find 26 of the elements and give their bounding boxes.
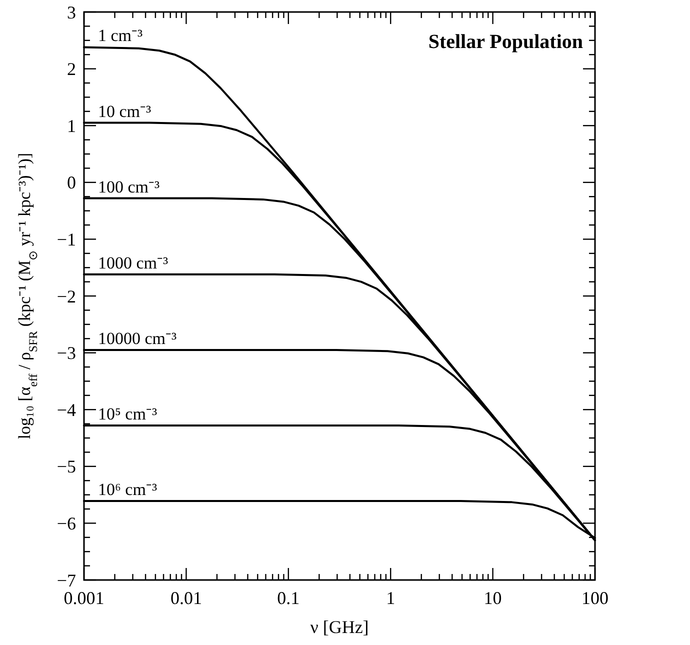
x-tick-label: 100 (582, 588, 608, 608)
x-tick-label: 10 (484, 588, 502, 608)
y-tick-label: −5 (56, 456, 76, 477)
series-label: 1000 cm⁻³ (98, 253, 168, 272)
y-tick-label: −3 (56, 343, 76, 364)
y-tick-label: −1 (56, 230, 76, 250)
series-label: 100 cm⁻³ (98, 177, 160, 196)
y-tick-label: −4 (56, 400, 76, 420)
x-tick-label: 0.001 (64, 588, 104, 608)
text: Stellar Population (428, 31, 583, 53)
series-label: 10⁵ cm⁻³ (98, 404, 158, 424)
y-tick-label: −2 (56, 286, 76, 306)
series-label: 10 cm⁻³ (98, 102, 152, 121)
x-tick-label: 1 (386, 588, 396, 608)
x-axis-title: ν [GHz] (310, 617, 369, 637)
y-tick-label: 0 (67, 172, 76, 193)
x-tick-label: 0.1 (277, 588, 300, 608)
y-tick-label: −6 (56, 514, 76, 534)
y-tick-label: −7 (56, 570, 76, 590)
y-tick-label: 3 (67, 2, 76, 22)
y-tick-label: 1 (67, 116, 76, 136)
series-label: 10⁶ cm⁻³ (98, 480, 158, 500)
y-tick-label: 2 (67, 59, 76, 80)
series-label: 10000 cm⁻³ (98, 328, 177, 348)
x-tick-label: 0.01 (170, 588, 202, 608)
legend-label: 1 cm⁻³ (98, 26, 143, 46)
